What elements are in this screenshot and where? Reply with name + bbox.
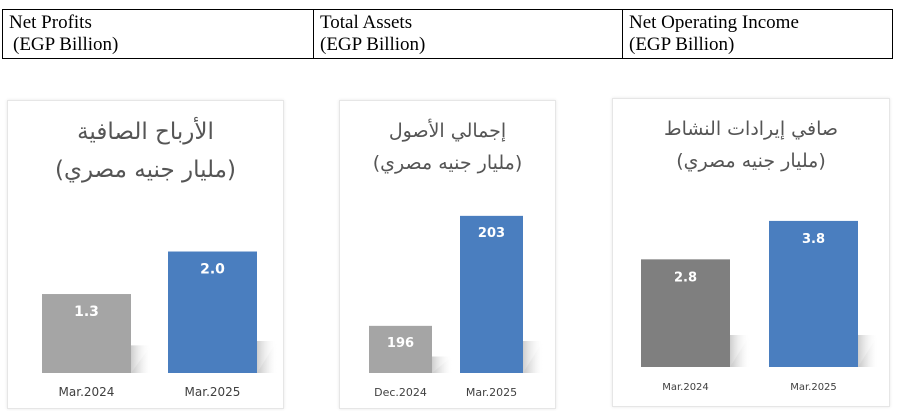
bar-mar-2024 [641, 259, 730, 367]
bar-mar-2025 [168, 251, 257, 373]
bar-mar-2025 [460, 215, 523, 373]
category-label: Dec.2024 [374, 386, 427, 399]
chart-title-line: إجمالي الأصول [388, 120, 507, 142]
chart-title-net-operating-income: صافي إيرادات النشاط (مليار جنيه مصري) [613, 113, 889, 177]
bar-shadow [257, 341, 277, 373]
header-net-operating-income-line1: Net Operating Income [629, 12, 799, 33]
header-net-operating-income-line2: (EGP Billion) [629, 34, 735, 55]
header-cell-net-profits: Net Profits (EGP Billion) [2, 9, 314, 59]
bar-shadow [432, 356, 452, 373]
category-label: Mar.2025 [466, 386, 517, 399]
chart-title-line: الأرباح الصافية [77, 119, 214, 145]
data-label: 196 [387, 336, 414, 351]
category-label: Mar.2025 [790, 382, 837, 393]
chart-panel-net-operating-income: صافي إيرادات النشاط (مليار جنيه مصري) 2.… [612, 98, 890, 407]
header-net-profits-line2: (EGP Billion) [13, 34, 119, 55]
bar-shadow [858, 335, 878, 367]
data-label: 2.8 [674, 270, 697, 285]
category-label: Mar.2024 [59, 385, 115, 399]
data-label: 3.8 [802, 232, 825, 247]
data-label: 2.0 [200, 262, 225, 278]
chart-title-net-profits: الأرباح الصافية (مليار جنيه مصري) [8, 113, 283, 189]
chart-subtitle-line: (مليار جنيه مصري) [55, 157, 236, 183]
data-label: 1.3 [74, 304, 99, 320]
chart-total-assets: 196 Dec.2024 203 Mar.2025 [369, 215, 543, 399]
bar-mar-2025 [769, 220, 858, 367]
header-table: Net Profits (EGP Billion) Total Assets (… [2, 9, 893, 59]
chart-title-total-assets: إجمالي الأصول (مليار جنيه مصري) [340, 115, 555, 179]
bar-shadow [730, 335, 750, 367]
header-cell-net-operating-income: Net Operating Income (EGP Billion) [622, 9, 893, 59]
chart-net-operating-income: 2.8 Mar.2024 3.8 Mar.2025 [641, 220, 878, 393]
data-label: 203 [478, 226, 505, 241]
chart-title-line: صافي إيرادات النشاط [664, 118, 838, 140]
bar-mar-2024 [42, 294, 131, 373]
bar-shadow [523, 341, 543, 373]
chart-subtitle-line: (مليار جنيه مصري) [676, 150, 826, 172]
chart-panel-net-profits: الأرباح الصافية (مليار جنيه مصري) 1.3 Mar… [7, 100, 284, 409]
category-label: Mar.2024 [662, 382, 709, 393]
bar-shadow [131, 345, 151, 373]
header-net-profits-line1: Net Profits [9, 12, 92, 33]
chart-panel-total-assets: إجمالي الأصول (مليار جنيه مصري) 196 Dec.2… [339, 100, 556, 409]
category-label: Mar.2025 [185, 385, 241, 399]
chart-net-profits: 1.3 Mar.2024 2.0 Mar.2025 [42, 251, 277, 399]
header-total-assets-line1: Total Assets [320, 12, 413, 33]
bar-dec-2024 [369, 325, 432, 373]
header-cell-total-assets: Total Assets (EGP Billion) [313, 9, 623, 59]
header-total-assets-line2: (EGP Billion) [320, 34, 426, 55]
chart-subtitle-line: (مليار جنيه مصري) [372, 152, 523, 174]
